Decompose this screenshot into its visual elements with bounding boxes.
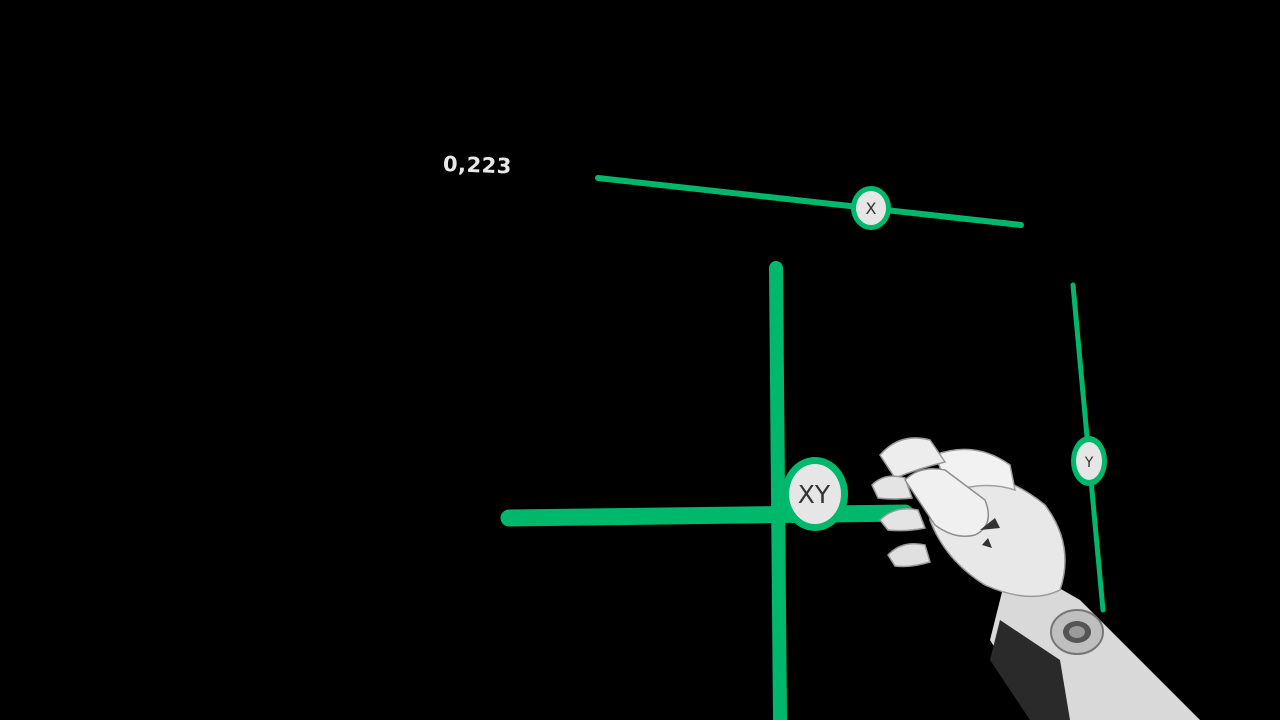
- robot-hand-icon: [871, 437, 1200, 720]
- y-slider-label: Y: [1084, 455, 1094, 471]
- x-slider-label: X: [866, 199, 877, 218]
- xy-slider[interactable]: XY: [500, 261, 914, 720]
- x-slider-track[interactable]: [595, 175, 1024, 228]
- x-slider[interactable]: X: [595, 175, 1024, 230]
- y-slider-knob[interactable]: Y: [1071, 436, 1107, 486]
- xy-slider-knob[interactable]: XY: [782, 457, 848, 531]
- xy-slider-label: XY: [798, 480, 831, 509]
- xy-slider-horizontal-track[interactable]: [500, 504, 914, 527]
- x-slider-knob[interactable]: X: [851, 186, 891, 230]
- xy-slider-vertical-track[interactable]: [769, 261, 787, 720]
- y-slider[interactable]: Y: [1070, 282, 1107, 613]
